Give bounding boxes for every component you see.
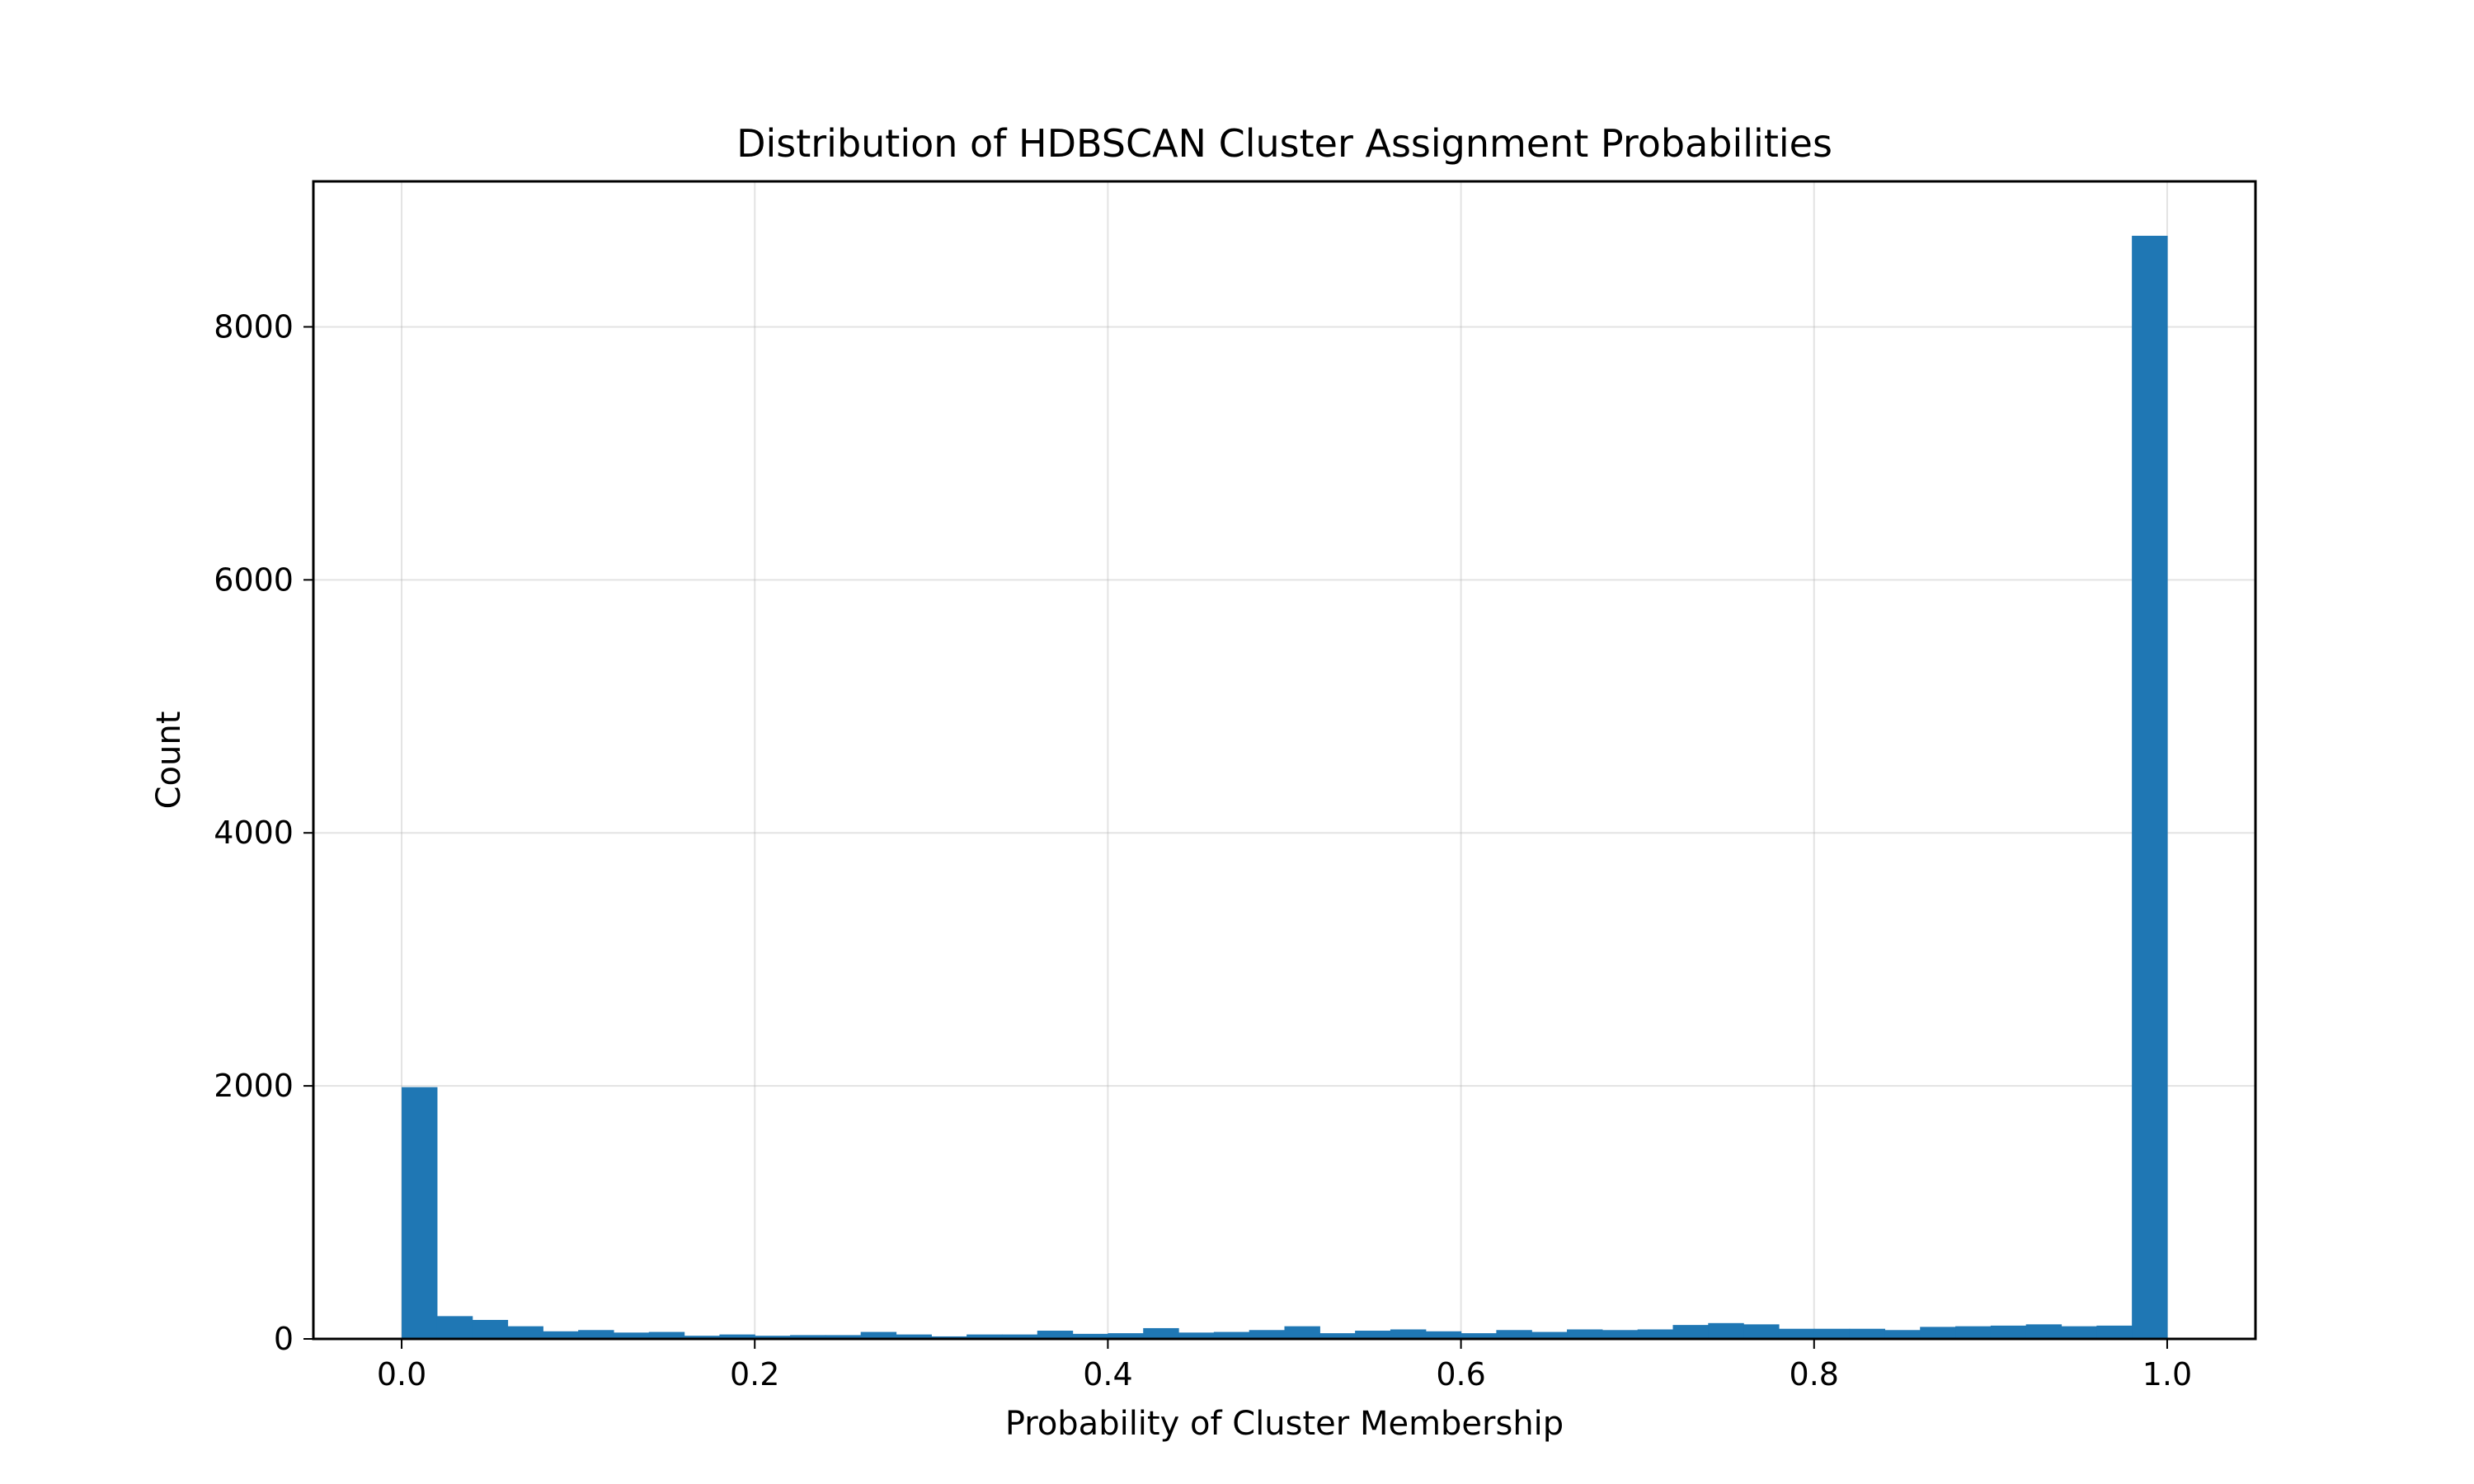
- histogram-bar: [1531, 1331, 1568, 1339]
- y-axis-label: Count: [150, 711, 188, 810]
- histogram-bar: [1072, 1333, 1109, 1339]
- histogram-bar: [578, 1330, 614, 1339]
- histogram-bar: [1425, 1331, 1462, 1339]
- histogram-bar: [402, 1087, 438, 1339]
- histogram-bar: [755, 1336, 791, 1339]
- x-axis-label: Probability of Cluster Membership: [1005, 1405, 1564, 1443]
- histogram-bar: [507, 1326, 543, 1339]
- histogram-bar: [1955, 1326, 1992, 1339]
- histogram-bar: [1637, 1329, 1674, 1339]
- histogram-bar: [2096, 1325, 2133, 1339]
- histogram-bar: [1460, 1333, 1498, 1339]
- histogram-bar: [860, 1331, 897, 1339]
- histogram-bar: [931, 1336, 967, 1339]
- x-tick-label: 0.6: [1436, 1356, 1485, 1392]
- histogram-bar: [790, 1335, 826, 1339]
- x-tick-label: 0.8: [1790, 1356, 1839, 1392]
- x-axis: 0.0 0.2 0.4 0.6 0.8 1.0: [377, 1339, 2192, 1392]
- histogram-bar: [2061, 1326, 2097, 1339]
- x-tick-label: 0.4: [1083, 1356, 1132, 1392]
- histogram-bar: [825, 1335, 862, 1339]
- y-axis: 0 2000 4000 6000 8000: [214, 308, 313, 1357]
- histogram-bar: [1602, 1330, 1639, 1339]
- chart-title: Distribution of HDBSCAN Cluster Assignme…: [736, 121, 1832, 166]
- histogram-bar: [1390, 1329, 1427, 1339]
- histogram-bar: [1178, 1332, 1215, 1339]
- histogram-bar: [1037, 1331, 1074, 1339]
- y-tick-label: 4000: [214, 815, 294, 851]
- histogram-bar: [1920, 1327, 1956, 1339]
- histogram-bar: [1249, 1330, 1286, 1339]
- grid-lines: [313, 181, 2255, 1340]
- histogram-bar: [1813, 1328, 1851, 1339]
- histogram-bar: [543, 1331, 579, 1339]
- y-tick-label: 8000: [214, 308, 294, 345]
- y-tick-label: 6000: [214, 561, 294, 598]
- histogram-bar: [648, 1331, 685, 1339]
- histogram-bar: [2025, 1324, 2062, 1339]
- y-tick-label: 2000: [214, 1068, 294, 1104]
- histogram-bar: [472, 1319, 509, 1339]
- histogram-bar: [1108, 1333, 1144, 1339]
- histogram-bar: [1884, 1330, 1921, 1339]
- histogram-bar: [896, 1334, 932, 1339]
- histogram-bar: [1778, 1328, 1815, 1339]
- histogram-bar: [1743, 1324, 1780, 1339]
- histogram-bar: [1708, 1322, 1744, 1339]
- histogram-bar: [1213, 1331, 1250, 1339]
- plot-frame: [312, 180, 2257, 1341]
- histogram-bar: [613, 1332, 650, 1339]
- histogram-bar: [1355, 1331, 1391, 1339]
- histogram-bar: [436, 1316, 473, 1339]
- histogram-bar: [1319, 1333, 1356, 1339]
- x-tick-label: 0.2: [730, 1356, 779, 1392]
- histogram-bar: [1496, 1330, 1532, 1339]
- y-tick-label: 0: [274, 1321, 294, 1357]
- histogram-bar: [1849, 1328, 1886, 1339]
- histogram-bar: [2132, 235, 2168, 1339]
- histogram-bar: [1990, 1325, 2027, 1339]
- histogram-bar: [1672, 1325, 1709, 1339]
- histogram-bar: [967, 1334, 1003, 1339]
- histogram-bar: [719, 1334, 755, 1339]
- x-tick-label: 1.0: [2142, 1356, 2192, 1392]
- x-tick-label: 0.0: [377, 1356, 426, 1392]
- histogram-bars: [402, 235, 2168, 1339]
- histogram-bar: [1143, 1327, 1179, 1339]
- histogram-bar: [684, 1336, 721, 1339]
- histogram-bar: [1284, 1326, 1320, 1339]
- histogram-bar: [1001, 1334, 1038, 1339]
- histogram-bar: [1567, 1329, 1603, 1339]
